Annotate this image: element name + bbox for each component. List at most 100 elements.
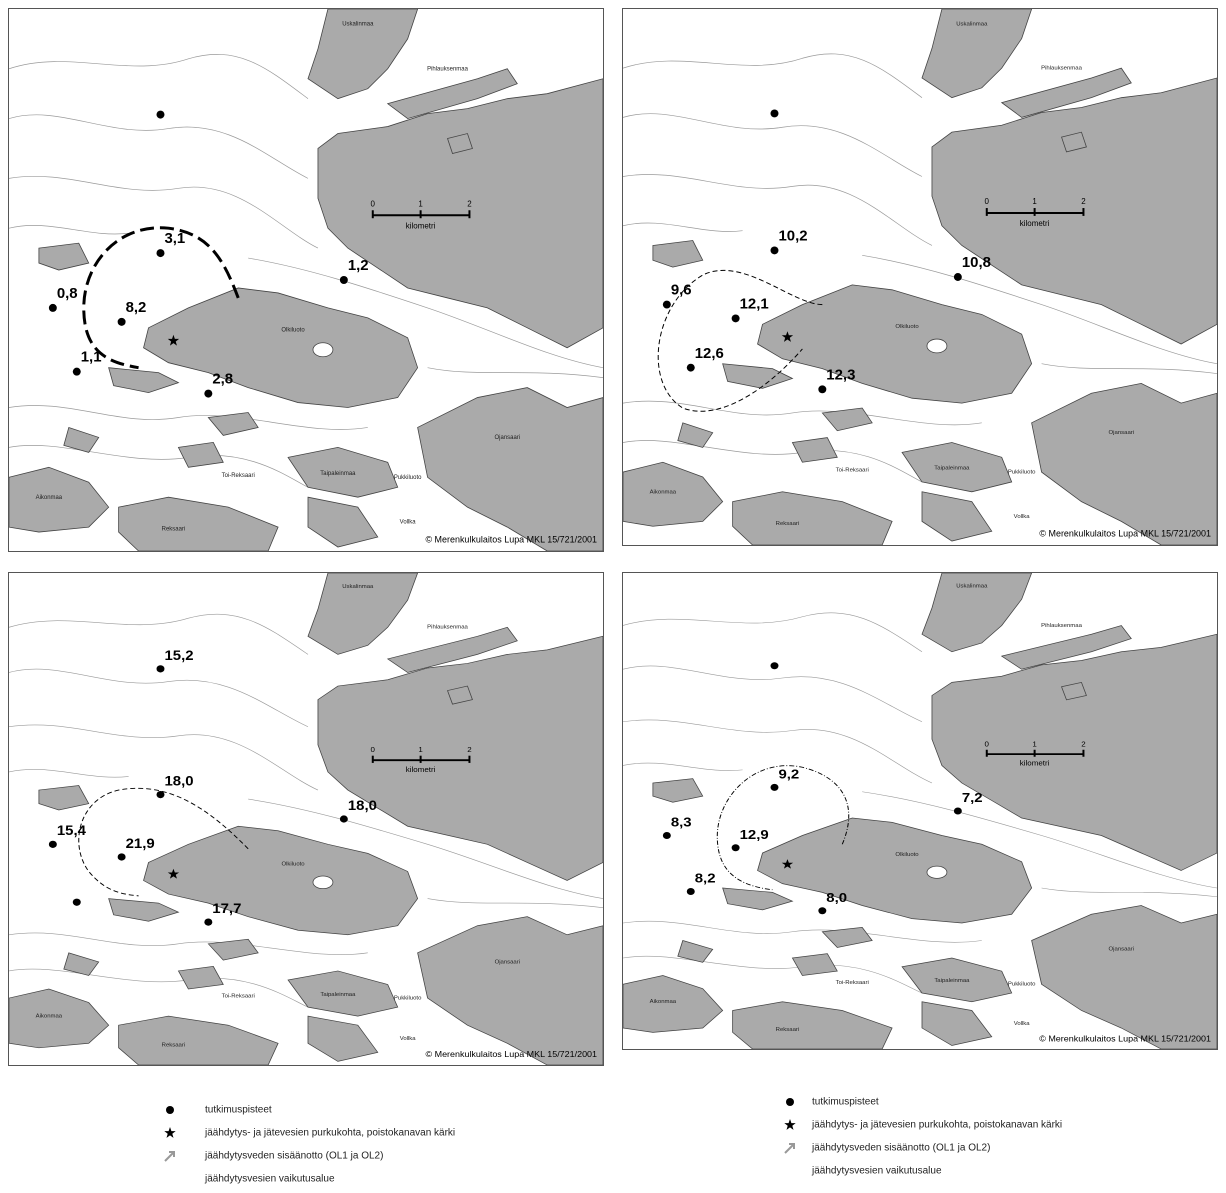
legend-dot (166, 1106, 174, 1114)
point-label: 18,0 (348, 799, 377, 814)
place-name: Pihlauksenmaa (427, 625, 469, 631)
place-name: Pukkiluoto (394, 475, 422, 481)
legend-star (784, 1119, 795, 1130)
legend-label: jäähdytys- ja jätevesien purkukohta, poi… (811, 1120, 1062, 1131)
place-name: Aikonmaa (650, 489, 677, 495)
place-name: Uskalinmaa (956, 21, 988, 27)
point-label: 21,9 (126, 836, 155, 851)
place-name: Reksaari (776, 1027, 800, 1033)
place-name: Taipaleinmaa (934, 978, 970, 984)
place-name: Toi-Reksaari (836, 468, 869, 474)
figure: Uskalinmaa Pihlauksenmaa Olkiluoto Aikonmaa… (0, 0, 1226, 1193)
point-label: 15,2 (164, 648, 193, 663)
point-label: 1,2 (348, 257, 369, 274)
point-label: 12,3 (826, 367, 855, 383)
place-name: Aikonmaa (650, 999, 677, 1005)
scale-tick-label: 1 (1032, 197, 1037, 206)
sampling-point (732, 844, 740, 851)
map-panel: Uskalinmaa Pihlauksenmaa Olkiluoto Aikonmaa… (622, 8, 1218, 546)
point-label: 1,1 (81, 349, 102, 366)
point-label: 7,2 (962, 790, 983, 805)
scale-unit: kilometri (1020, 219, 1050, 228)
place-name: Ojansaari (495, 960, 520, 966)
legend-label: tutkimuspisteet (812, 1097, 879, 1108)
sampling-point (663, 301, 671, 309)
legend-label: tutkimuspisteet (205, 1105, 272, 1116)
base-map (623, 573, 1217, 1049)
sampling-point (340, 815, 348, 822)
legend-arrow (785, 1144, 794, 1153)
map-panel: UskalinmaaPihlauksenmaaOlkiluotoAikonmaa… (8, 572, 604, 1066)
place-name: Olkiluoto (895, 324, 919, 330)
scale-tick-label: 2 (1081, 740, 1085, 748)
sampling-point (687, 364, 695, 372)
place-name: Pukkiluoto (394, 996, 421, 1002)
point-label: 18,0 (164, 774, 193, 789)
place-name: Vollka (400, 1036, 417, 1042)
place-name: Uskalinmaa (342, 22, 374, 28)
point-label: 8,2 (695, 871, 716, 886)
place-name: Ojansaari (495, 435, 521, 441)
place-name: Uskalinmaa (956, 584, 988, 590)
sampling-point (49, 304, 57, 312)
scale-tick-label: 2 (1081, 197, 1085, 206)
place-name: Uskalinmaa (342, 584, 374, 590)
place-name: Aikonmaa (36, 1014, 63, 1020)
place-name: Reksaari (776, 521, 800, 527)
legends: tutkimuspisteet jäähdytys- ja jätevesien … (0, 1080, 1226, 1193)
scale-tick-label: 1 (418, 199, 423, 208)
point-label: 10,8 (962, 255, 991, 271)
place-name: Reksaari (162, 1043, 186, 1049)
sampling-point (687, 888, 695, 895)
legend-label: jäähdytysveden sisäänotto (OL1 ja OL2) (204, 1151, 383, 1162)
scale-tick-label: 2 (467, 199, 472, 208)
sampling-point (954, 273, 962, 281)
place-name: Olkiluoto (281, 327, 305, 333)
sampling-point (663, 832, 671, 839)
sampling-point (771, 662, 779, 669)
scale-tick-label: 1 (418, 746, 422, 755)
point-label: 15,4 (57, 824, 86, 839)
sampling-point (771, 246, 779, 254)
legend-star (164, 1127, 175, 1138)
legend-dot (786, 1098, 794, 1106)
place-name: Vollka (1014, 514, 1031, 520)
point-label: 17,7 (212, 902, 241, 917)
copyright: © Merenkulkulaitos Lupa MKL 15/721/2001 (1039, 529, 1211, 539)
legend-arrow (165, 1152, 174, 1161)
sampling-point (73, 368, 81, 376)
sampling-point (157, 111, 165, 119)
legend-label: jäähdytysvesien vaikutusalue (204, 1174, 335, 1185)
place-name: Pihlauksenmaa (1041, 66, 1083, 72)
point-label: 12,1 (740, 297, 769, 313)
place-name: Toi-Reksaari (222, 473, 255, 479)
place-name: Ojansaari (1109, 947, 1135, 953)
copyright: © Merenkulkulaitos Lupa MKL 15/721/2001 (1039, 1034, 1211, 1043)
place-name: Vollka (1014, 1021, 1031, 1027)
point-label: 8,2 (126, 299, 147, 316)
scale-tick-label: 0 (985, 197, 990, 206)
map-panel: UskalinmaaPihlauksenmaaOlkiluotoAikonmaa… (622, 572, 1218, 1050)
legend-label: jäähdytysvesien vaikutusalue (811, 1166, 942, 1177)
scale-tick-label: 0 (371, 199, 376, 208)
legend-label: jäähdytys- ja jätevesien purkukohta, poi… (204, 1128, 455, 1139)
place-name: Taipaleinmaa (934, 466, 970, 472)
scale-unit: kilometri (1020, 759, 1050, 767)
sampling-point (954, 808, 962, 815)
base-map (9, 573, 603, 1065)
point-label: 12,9 (740, 827, 769, 842)
sampling-point (818, 385, 826, 393)
place-name: Pihlauksenmaa (1041, 623, 1083, 629)
map-panel: UskalinmaaPihlauksenmaaOlkiluotoAikonmaa… (8, 8, 604, 552)
sampling-point (818, 907, 826, 914)
place-name: Pukkiluoto (1008, 982, 1036, 988)
place-name: Vollka (400, 520, 417, 526)
sampling-point (49, 841, 57, 848)
place-name: Toi-Reksaari (836, 980, 869, 986)
sampling-point (118, 853, 126, 860)
sampling-point (157, 665, 165, 672)
scale-unit: kilometri (406, 221, 436, 230)
point-label: 9,2 (778, 766, 799, 781)
place-name: Reksaari (162, 527, 186, 533)
point-label: 9,6 (671, 283, 692, 299)
